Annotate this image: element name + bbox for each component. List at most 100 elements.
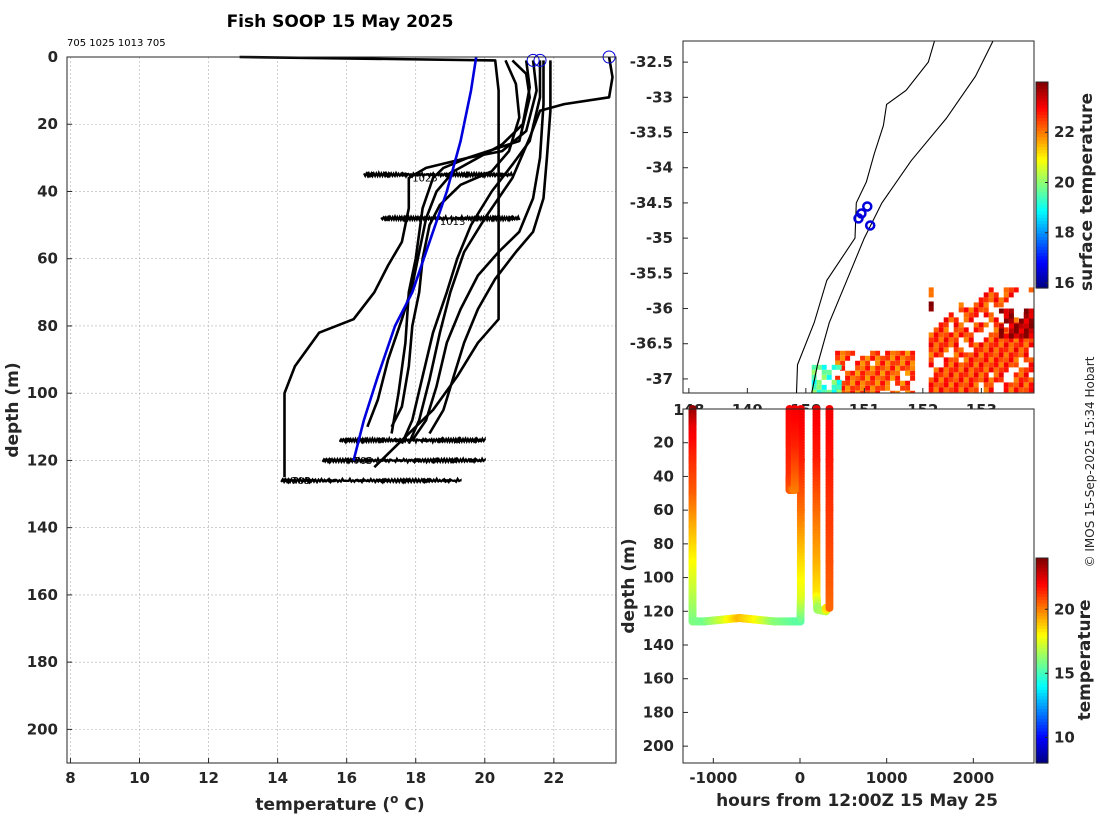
sst-pixel: [1008, 337, 1014, 343]
sst-pixel: [1018, 323, 1024, 329]
colorbar-segment: [1036, 162, 1048, 167]
sst-pixel: [895, 380, 901, 386]
sst-pixel: [895, 355, 901, 361]
sst-pixel: [845, 380, 851, 386]
colorbar-segment: [1036, 676, 1048, 681]
sst-pixel: [880, 370, 886, 376]
profile-line: [366, 60, 531, 428]
sst-pixel: [850, 390, 856, 393]
x-tick-label: 8: [65, 769, 75, 787]
sst-pixel: [890, 360, 896, 366]
y-tick-label: 40: [37, 182, 58, 200]
sst-pixel: [1028, 308, 1034, 314]
sst-pixel: [1003, 352, 1009, 358]
sst-pixel: [958, 327, 964, 333]
colorbar-segment: [1036, 606, 1048, 610]
sst-pixel: [865, 370, 871, 376]
sst-pixel: [845, 375, 851, 381]
x-tick-label: 14: [267, 769, 288, 787]
sst-pixel: [1018, 377, 1024, 383]
sst-pixel: [978, 357, 984, 363]
surface-marker: [526, 53, 540, 67]
sst-pixel: [983, 302, 989, 308]
colorbar-segment: [1036, 702, 1048, 706]
sst-pixel: [973, 312, 979, 318]
sst-pixel: [885, 355, 891, 361]
sst-pixel: [993, 292, 999, 298]
colorbar-segment: [1036, 175, 1048, 180]
sst-pixel: [988, 297, 994, 303]
track-point: [825, 603, 834, 612]
sst-pixel: [948, 372, 954, 378]
colorbar-tick-label: 10: [1054, 728, 1075, 746]
sst-pixel: [978, 297, 984, 303]
sst-pixel: [831, 379, 837, 385]
colorbar-segment: [1036, 143, 1048, 147]
sst-pixel: [875, 390, 881, 393]
sst-pixel: [948, 362, 954, 368]
lat-tick-label: -37: [646, 370, 673, 388]
sst-pixel: [880, 355, 886, 361]
colorbar-segment: [1036, 596, 1048, 601]
sst-pixel: [953, 317, 959, 323]
sst-pixel: [928, 287, 934, 293]
sst-pixel: [850, 350, 856, 356]
sst-pixel: [963, 307, 969, 313]
sst-pixel: [1013, 362, 1019, 368]
sst-pixel: [928, 362, 934, 368]
y-tick-label: 160: [27, 586, 58, 604]
x-tick-label: -1000: [689, 769, 737, 787]
colorbar-segment: [1036, 734, 1048, 738]
sst-pixel: [1023, 342, 1029, 348]
colorbar-segment: [1036, 107, 1048, 112]
colorbar-segment: [1036, 91, 1048, 96]
sst-pixel: [998, 362, 1004, 368]
sst-pixel: [1013, 347, 1019, 353]
sst-pixel: [943, 387, 949, 393]
sst-pixel: [1008, 347, 1014, 353]
sst-pixel: [993, 317, 999, 323]
sst-pixel: [953, 342, 959, 348]
sst-pixel: [953, 327, 959, 333]
sst-pixel: [983, 312, 989, 318]
profile-id-label: 705: [291, 476, 310, 487]
sst-pixel: [1008, 313, 1014, 319]
colorbar-segment: [1036, 265, 1048, 270]
sst-pixel: [855, 390, 861, 393]
sst-pixel: [910, 390, 916, 393]
colorbar-segment: [1036, 249, 1048, 254]
colorbar-segment: [1036, 133, 1048, 138]
colorbar-segment: [1036, 130, 1048, 135]
sst-pixel: [816, 389, 822, 393]
sst-pixel: [900, 350, 906, 356]
sst-pixel: [870, 370, 876, 376]
y-tick-label: 60: [653, 501, 674, 519]
sst-pixel: [978, 322, 984, 328]
sst-pixel: [1018, 342, 1024, 348]
sst-pixel: [875, 380, 881, 386]
colorbar-tick-label: 15: [1054, 664, 1075, 682]
sst-pixel: [821, 369, 827, 375]
sst-pixel: [978, 367, 984, 373]
sst-pixel: [1028, 382, 1034, 388]
lat-tick-label: -36.5: [630, 335, 673, 353]
sst-pixel: [900, 355, 906, 361]
colorbar-segment: [1036, 660, 1048, 665]
sst-pixel: [1013, 333, 1019, 339]
sst-pixel: [1018, 352, 1024, 358]
colorbar-segment: [1036, 612, 1048, 617]
sst-pixel: [983, 292, 989, 298]
colorbar-segment: [1036, 185, 1048, 189]
sst-pixel: [821, 374, 827, 380]
sst-pixel: [836, 384, 842, 390]
colorbar-tick-label: 16: [1054, 274, 1075, 292]
colorbar-segment: [1036, 689, 1048, 694]
sst-pixel: [885, 385, 891, 391]
sst-pixel: [983, 387, 989, 393]
sst-pixel: [836, 364, 842, 370]
sst-pixel: [1018, 318, 1024, 324]
sst-pixel: [963, 367, 969, 373]
profile-x-label: temperature (o C): [255, 792, 424, 815]
colorbar-segment: [1036, 698, 1048, 703]
sst-pixel: [998, 337, 1004, 343]
